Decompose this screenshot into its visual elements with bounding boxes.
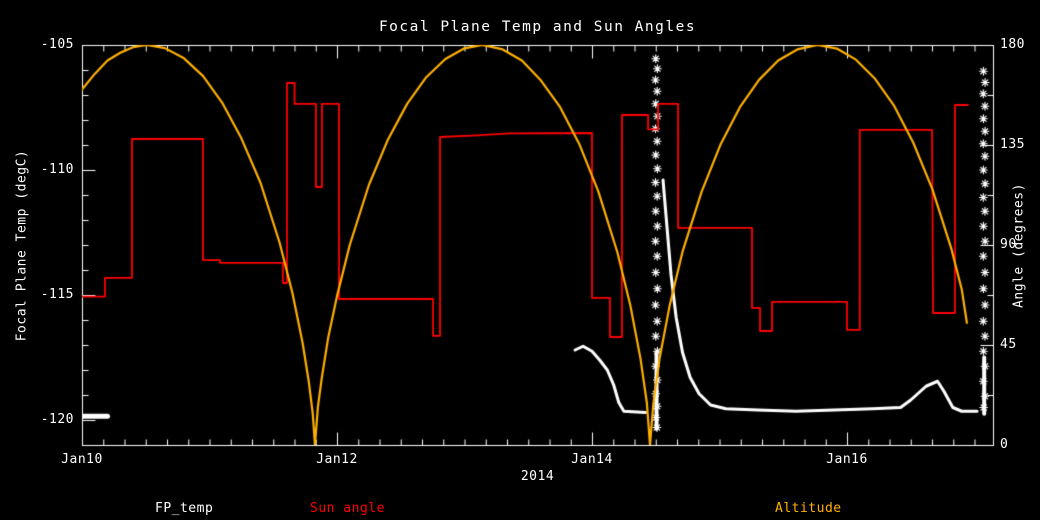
x-tick-label: Jan16 (826, 452, 868, 467)
x-tick-label: Jan10 (61, 452, 103, 467)
x-axis-year-label: 2014 (520, 469, 555, 484)
right-tick-label: 135 (1000, 137, 1025, 152)
x-tick-label: Jan14 (571, 452, 613, 467)
legend-sun-angle: Sun angle (310, 501, 385, 516)
right-tick-label: 90 (1000, 237, 1017, 252)
chart-title: Focal Plane Temp and Sun Angles (378, 19, 697, 35)
x-tick-label: Jan12 (316, 452, 358, 467)
right-tick-label: 45 (1000, 337, 1017, 352)
left-tick-label: -115 (40, 287, 74, 302)
right-tick-label: 180 (1000, 37, 1025, 52)
left-tick-label: -120 (40, 412, 74, 427)
left-axis-title: Focal Plane Temp (degC) (14, 149, 30, 342)
right-tick-label: 0 (1000, 437, 1009, 452)
legend-altitude: Altitude (775, 501, 842, 516)
left-tick-label: -110 (40, 162, 74, 177)
left-tick-label: -105 (40, 37, 74, 52)
legend-fp-temp: FP_temp (155, 501, 214, 516)
